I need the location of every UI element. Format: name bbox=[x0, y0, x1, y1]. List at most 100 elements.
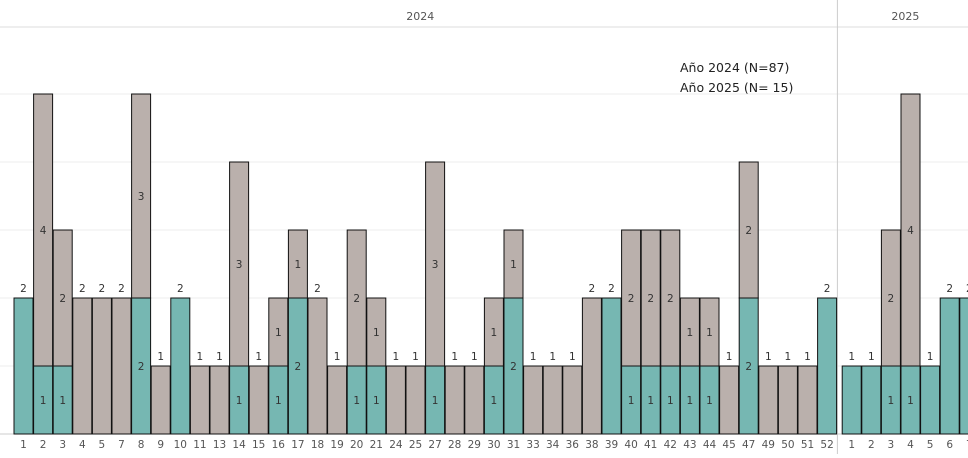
x-tick-label: 2 bbox=[40, 439, 47, 451]
bar-segment-grey bbox=[150, 365, 171, 435]
x-tick-label: 14 bbox=[232, 439, 246, 451]
x-tick-label: 6 bbox=[946, 439, 953, 451]
x-tick-label: 7 bbox=[966, 439, 968, 451]
bar-segment-teal bbox=[939, 297, 960, 435]
bar-segment-teal bbox=[959, 297, 968, 435]
bar-segment-grey bbox=[797, 365, 818, 435]
value-label-total: 1 bbox=[373, 327, 380, 339]
bar-segment-grey bbox=[268, 297, 289, 367]
x-tick-label: 42 bbox=[664, 439, 677, 451]
value-label-total: 1 bbox=[549, 351, 556, 363]
value-label-total: 2 bbox=[59, 293, 66, 305]
bar-segment-grey bbox=[52, 229, 73, 367]
bar-segment-teal bbox=[920, 365, 941, 435]
bar-segment-teal bbox=[841, 365, 862, 435]
bar-segment-grey bbox=[880, 229, 901, 367]
bar-segment-teal bbox=[817, 297, 838, 435]
x-tick-label: 9 bbox=[157, 439, 164, 451]
value-label-total: 2 bbox=[888, 293, 895, 305]
chart-annotation: Año 2024 (N=87) Año 2025 (N= 15) bbox=[680, 58, 793, 98]
value-label-total: 2 bbox=[667, 293, 674, 305]
group-header-label: 2024 bbox=[406, 10, 434, 23]
value-label-total: 1 bbox=[255, 351, 262, 363]
x-tick-label: 24 bbox=[389, 439, 403, 451]
x-tick-label: 15 bbox=[252, 439, 265, 451]
value-label-total: 1 bbox=[275, 327, 282, 339]
bar-segment-teal bbox=[861, 365, 882, 435]
value-label-teal: 1 bbox=[59, 395, 66, 407]
bar-segment-grey bbox=[483, 297, 504, 367]
bar-segment-grey bbox=[738, 161, 759, 299]
x-tick-label: 50 bbox=[781, 439, 794, 451]
x-tick-label: 30 bbox=[487, 439, 500, 451]
x-tick-label: 39 bbox=[605, 439, 618, 451]
value-label-total: 3 bbox=[432, 259, 439, 271]
bar-segment-teal bbox=[13, 297, 34, 435]
bar-segment-grey bbox=[405, 365, 426, 435]
x-tick-label: 7 bbox=[118, 439, 125, 451]
value-label-total: 1 bbox=[726, 351, 733, 363]
x-tick-label: 47 bbox=[742, 439, 755, 451]
bar-segment-grey bbox=[699, 297, 720, 367]
bar-segment-grey bbox=[777, 365, 798, 435]
bar-segment-grey bbox=[72, 297, 93, 435]
x-tick-label: 16 bbox=[272, 439, 286, 451]
value-label-total: 2 bbox=[966, 283, 968, 295]
bar-segment-grey bbox=[444, 365, 465, 435]
bar-segment-grey bbox=[91, 297, 112, 435]
value-label-total: 1 bbox=[491, 327, 498, 339]
value-label-total: 2 bbox=[20, 283, 27, 295]
bar-segment-grey bbox=[542, 365, 563, 435]
x-tick-label: 33 bbox=[526, 439, 539, 451]
value-label-total: 4 bbox=[40, 225, 47, 237]
bar-segment-grey bbox=[621, 229, 642, 367]
x-tick-label: 2 bbox=[868, 439, 875, 451]
value-label-total: 2 bbox=[824, 283, 831, 295]
x-tick-label: 19 bbox=[330, 439, 343, 451]
annotation-2025: Año 2025 (N= 15) bbox=[680, 80, 794, 95]
bar-segment-grey bbox=[385, 365, 406, 435]
value-label-teal: 1 bbox=[491, 395, 498, 407]
bar-segment-grey bbox=[640, 229, 661, 367]
x-tick-label: 5 bbox=[927, 439, 934, 451]
value-label-total: 2 bbox=[745, 225, 752, 237]
bar-segment-grey bbox=[900, 93, 921, 367]
value-label-total: 1 bbox=[687, 327, 694, 339]
value-label-teal: 1 bbox=[353, 395, 360, 407]
bar-segment-grey bbox=[131, 93, 152, 299]
value-label-total: 2 bbox=[314, 283, 321, 295]
x-tick-label: 3 bbox=[59, 439, 66, 451]
bar-segment-grey bbox=[189, 365, 210, 435]
x-tick-label: 51 bbox=[801, 439, 814, 451]
value-label-total: 1 bbox=[334, 351, 341, 363]
value-label-total: 1 bbox=[510, 259, 517, 271]
value-label-total: 1 bbox=[804, 351, 811, 363]
x-tick-label: 21 bbox=[370, 439, 383, 451]
bar-segment-grey bbox=[660, 229, 681, 367]
value-label-total: 2 bbox=[118, 283, 125, 295]
value-label-teal: 1 bbox=[888, 395, 895, 407]
x-tick-label: 29 bbox=[468, 439, 481, 451]
x-tick-label: 28 bbox=[448, 439, 461, 451]
value-label-total: 1 bbox=[765, 351, 772, 363]
value-label-total: 2 bbox=[177, 283, 184, 295]
bar-segment-teal bbox=[170, 297, 191, 435]
x-tick-label: 10 bbox=[174, 439, 187, 451]
value-label-total: 2 bbox=[589, 283, 596, 295]
x-tick-label: 45 bbox=[722, 439, 735, 451]
value-label-total: 1 bbox=[471, 351, 478, 363]
x-tick-label: 52 bbox=[820, 439, 833, 451]
x-tick-label: 17 bbox=[291, 439, 304, 451]
bar-segment-grey bbox=[307, 297, 328, 435]
x-tick-label: 8 bbox=[138, 439, 145, 451]
value-label-teal: 1 bbox=[706, 395, 713, 407]
value-label-teal: 2 bbox=[510, 361, 517, 373]
x-tick-label: 1 bbox=[20, 439, 27, 451]
x-tick-label: 13 bbox=[213, 439, 226, 451]
value-label-total: 1 bbox=[412, 351, 419, 363]
x-tick-label: 40 bbox=[624, 439, 637, 451]
bar-segment-grey bbox=[229, 161, 250, 367]
x-tick-label: 25 bbox=[409, 439, 422, 451]
